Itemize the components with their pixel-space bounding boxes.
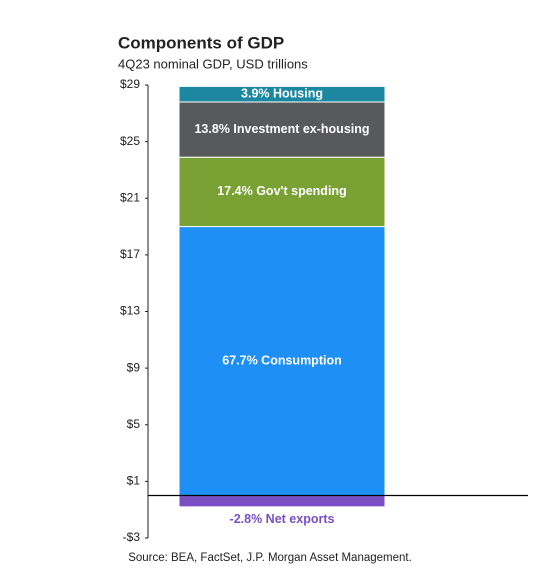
bar-segment <box>178 85 386 103</box>
y-tick-label: $1 <box>127 474 141 488</box>
y-tick-label: $25 <box>120 134 140 148</box>
segment-label: 67.7% Consumption <box>222 353 341 367</box>
y-tick-label: $9 <box>127 360 141 374</box>
y-tick-label: $5 <box>127 417 141 431</box>
bar-segment <box>178 101 386 158</box>
y-tick-label: $29 <box>120 77 140 91</box>
y-tick-label: $17 <box>120 247 140 261</box>
segment-label: 17.4% Gov't spending <box>217 184 346 198</box>
bar-segment <box>178 495 386 508</box>
segment-label: -2.8% Net exports <box>230 512 335 526</box>
chart-title: Components of GDP <box>118 33 284 52</box>
bar-segment <box>178 156 386 228</box>
segment-label: 3.9% Housing <box>241 86 323 100</box>
y-tick-label: -$3 <box>123 530 141 544</box>
segment-label: 13.8% Investment ex-housing <box>194 122 369 136</box>
source-note: Source: BEA, FactSet, J.P. Morgan Asset … <box>128 552 412 564</box>
y-tick-label: $13 <box>120 304 140 318</box>
chart-subtitle: 4Q23 nominal GDP, USD trillions <box>118 56 308 71</box>
y-tick-label: $21 <box>120 190 140 204</box>
